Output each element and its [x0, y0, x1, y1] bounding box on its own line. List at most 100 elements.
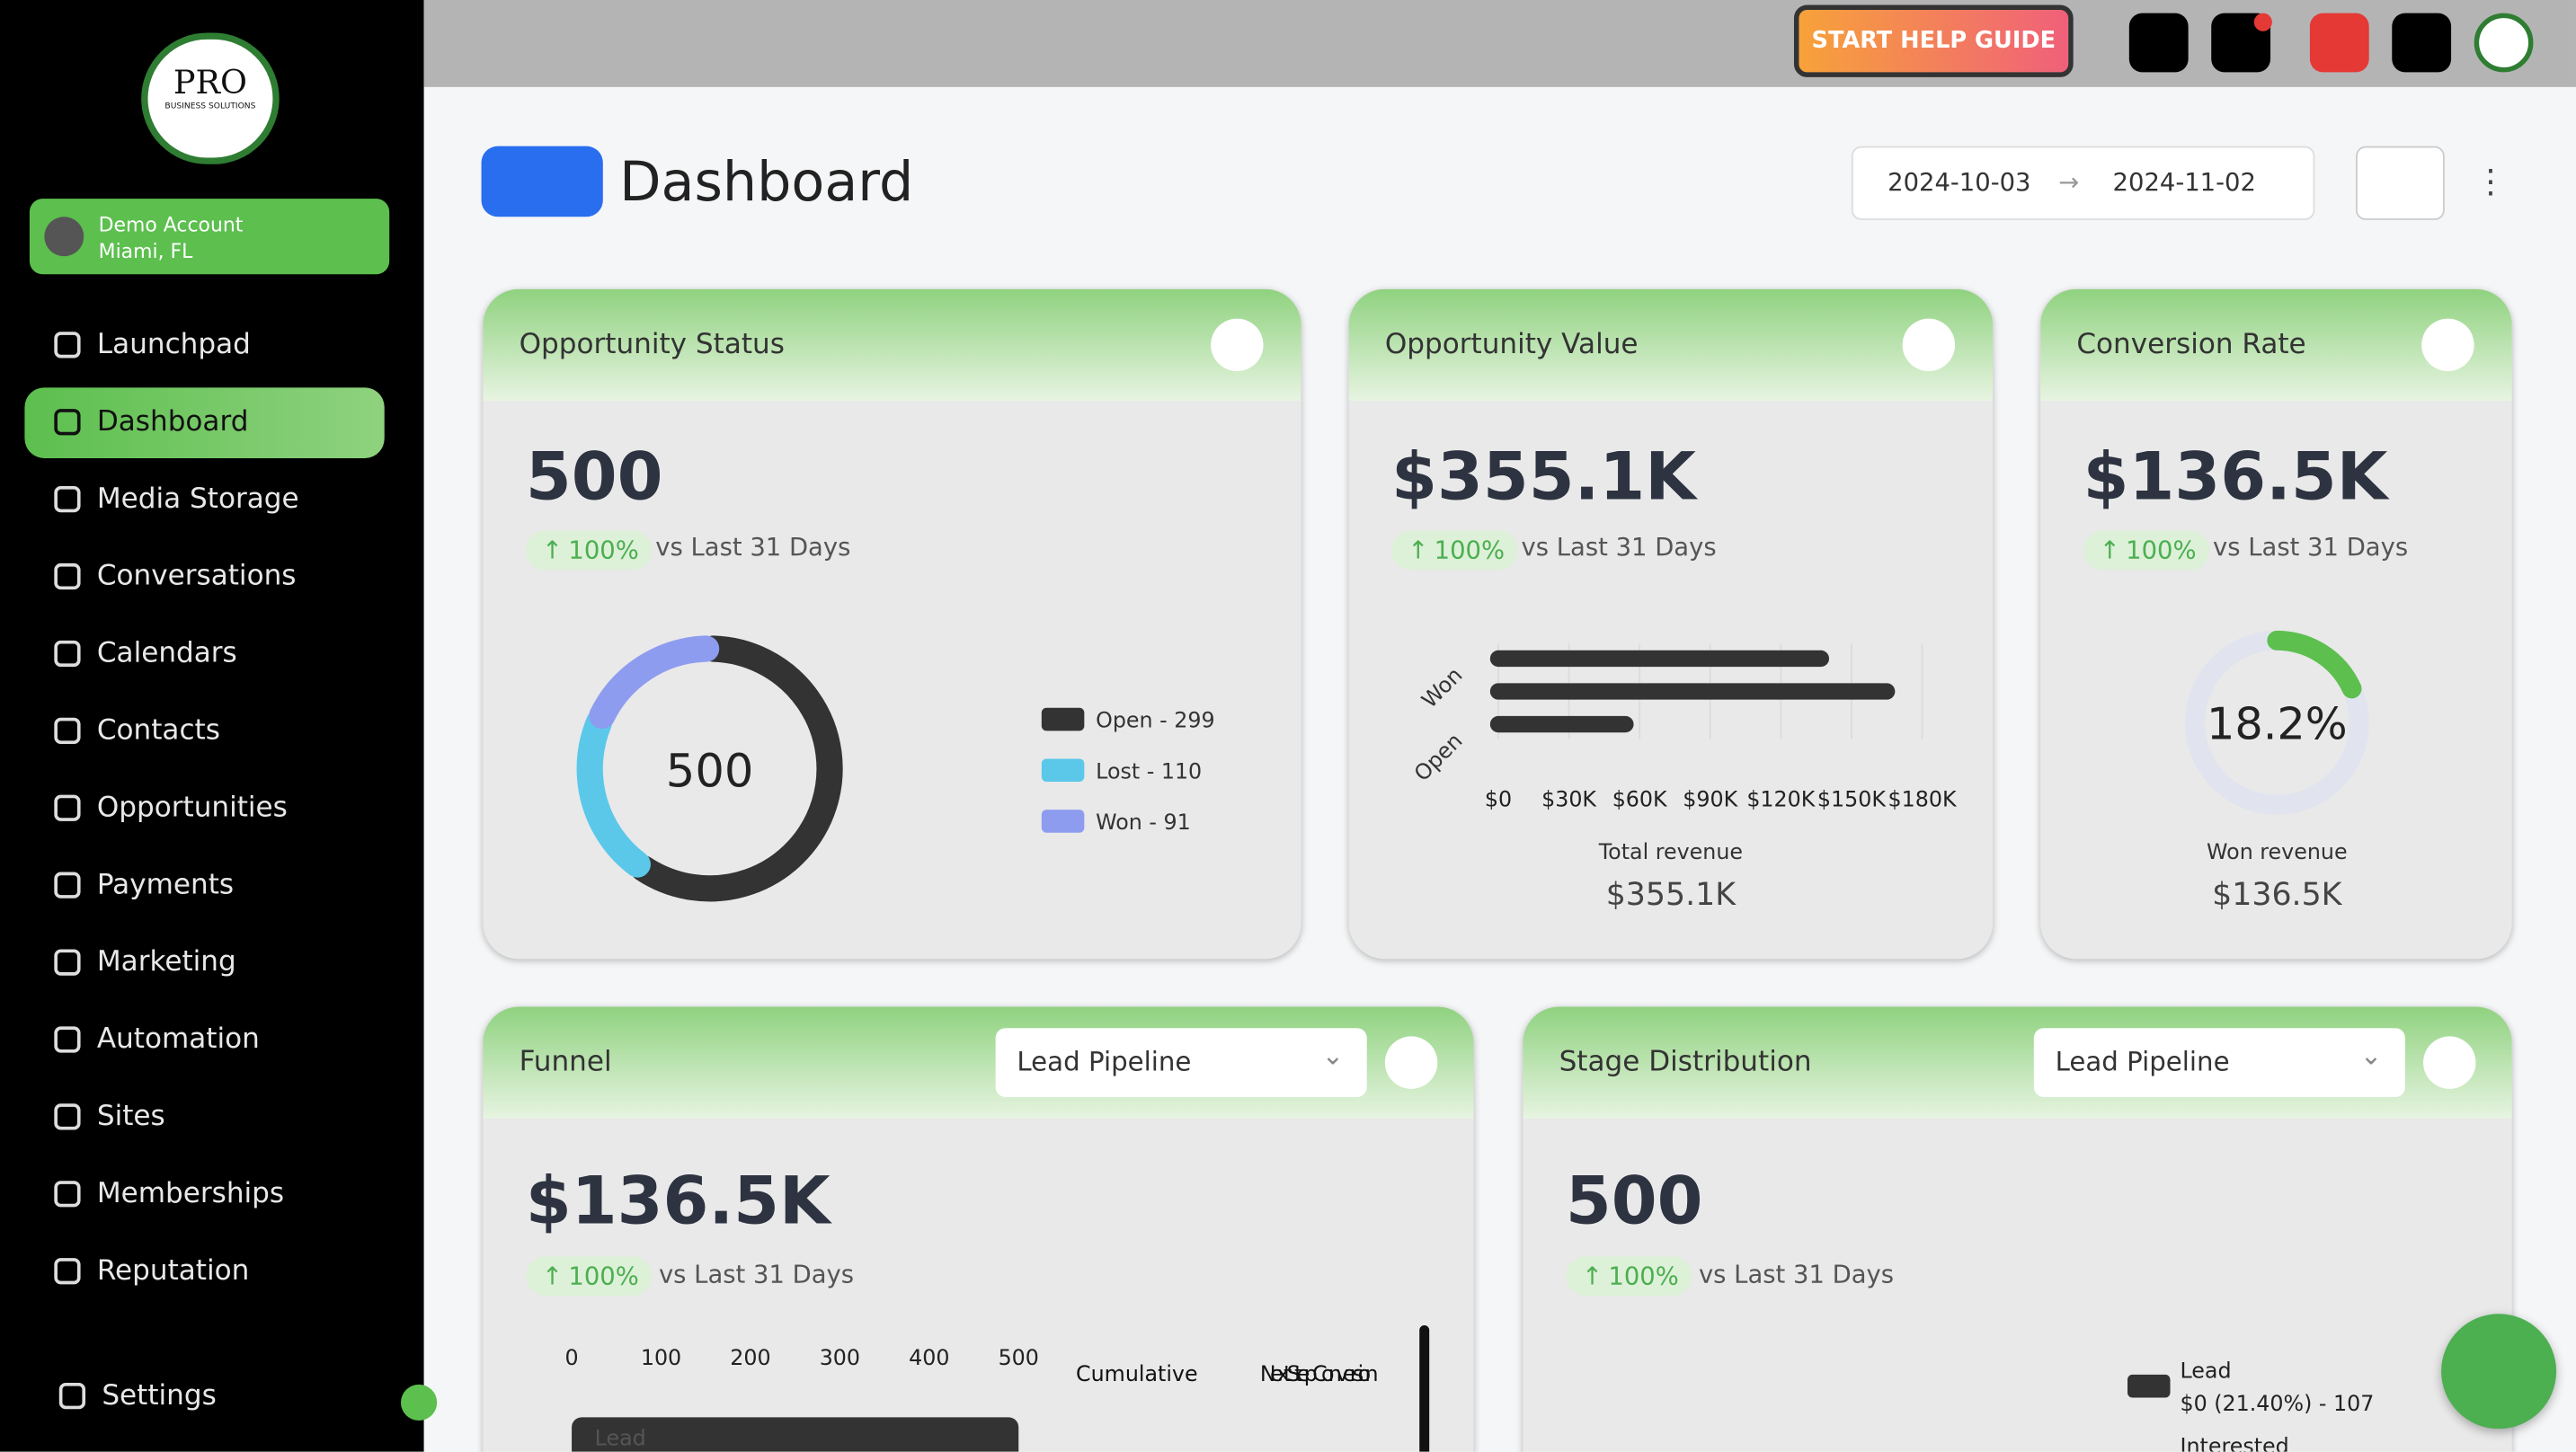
nav-label: Opportunities	[96, 791, 288, 825]
nav-item[interactable]: Contacts	[24, 696, 384, 767]
card-settings[interactable]	[1902, 318, 1956, 372]
page-title: Dashboard	[619, 149, 914, 214]
nav-item[interactable]: Reputation	[24, 1236, 384, 1307]
chat-button[interactable]	[2441, 1314, 2557, 1430]
legend-label: Interested	[2180, 1434, 2288, 1452]
stage-distribution-card: Stage Distribution Lead Pipeline 500 100%…	[1523, 1006, 2512, 1452]
legend-swatch	[1041, 810, 1085, 833]
legend-label: Lost - 110	[1096, 758, 1202, 784]
comparison: vs Last 31 Days	[655, 532, 851, 562]
nav-item[interactable]: Calendars	[24, 619, 384, 690]
nav-icon	[54, 1026, 81, 1053]
card-value: $136.5K	[2083, 439, 2388, 516]
nav-label: Media Storage	[96, 483, 299, 516]
logo-title: PRO	[173, 62, 247, 102]
legend-label: Lead	[2180, 1359, 2231, 1384]
pipeline-select[interactable]: Lead Pipeline	[2033, 1022, 2405, 1097]
comparison: vs Last 31 Days	[1521, 532, 1717, 562]
account-location: Miami, FL	[98, 239, 193, 263]
nav-icon	[54, 794, 81, 821]
card-settings[interactable]	[2423, 1036, 2476, 1089]
comparison: vs Last 31 Days	[658, 1259, 855, 1289]
layout-button[interactable]	[481, 146, 603, 217]
card-value: $136.5K	[525, 1164, 831, 1240]
nav-icon	[54, 717, 81, 744]
funnel-card: Funnel Lead Pipeline $136.5K 100% vs Last…	[483, 1006, 1474, 1452]
change-badge: 100%	[2083, 530, 2210, 571]
nav-label: Contacts	[96, 714, 220, 748]
nav-label: Settings	[102, 1379, 217, 1412]
funnel-bar	[572, 1417, 1019, 1452]
nav-item[interactable]: Conversations	[24, 542, 384, 613]
change-badge: 100%	[1391, 530, 1518, 571]
y-tick-label: Won	[1417, 662, 1467, 713]
account-avatar	[44, 217, 84, 257]
profile-button[interactable]	[2474, 13, 2534, 73]
legend-label: Won - 91	[1096, 810, 1191, 835]
edit-button[interactable]	[2356, 146, 2445, 220]
card-title: Funnel	[519, 1046, 612, 1079]
x-tick-label: 200	[730, 1345, 770, 1370]
x-tick-label: $150K	[1817, 786, 1887, 811]
card-value: 500	[525, 439, 663, 516]
nav-item[interactable]: Dashboard	[24, 387, 385, 458]
card-settings[interactable]	[1384, 1036, 1438, 1089]
help-guide-button[interactable]: START HELP GUIDE	[1793, 4, 2074, 77]
nav-item[interactable]: Memberships	[24, 1159, 384, 1230]
conversion-rate-card: Conversion Rate $136.5K 100% vs Last 31 …	[2040, 288, 2512, 960]
nav-icon	[54, 486, 81, 513]
nav-label: Conversations	[96, 560, 297, 593]
pipeline-select[interactable]: Lead Pipeline	[995, 1022, 1367, 1097]
donut-segment	[589, 635, 720, 730]
comparison: vs Last 31 Days	[1698, 1259, 1895, 1289]
nav-icon	[54, 949, 81, 976]
change-badge: 100%	[1565, 1256, 1692, 1297]
change-badge: 100%	[525, 530, 653, 571]
card-settings[interactable]	[2421, 318, 2474, 372]
date-range[interactable]: 2024-10-03 → 2024-11-02	[1851, 146, 2315, 220]
account-name: Demo Account	[98, 213, 244, 237]
account-switcher[interactable]: Demo Account Miami, FL	[29, 199, 390, 275]
notification-dot	[2253, 13, 2272, 31]
x-tick-label: $0	[1485, 786, 1512, 811]
nav-item[interactable]: Media Storage	[24, 465, 384, 536]
help-button[interactable]	[2392, 13, 2452, 73]
nav-item[interactable]: Marketing	[24, 928, 384, 999]
ring-value	[2267, 630, 2362, 699]
card-header: Funnel Lead Pipeline	[483, 1006, 1474, 1119]
phone-button[interactable]	[2128, 13, 2189, 73]
x-tick-label: $30K	[1541, 786, 1597, 811]
x-tick-label: 300	[820, 1345, 860, 1370]
nav-label: Dashboard	[96, 405, 249, 439]
nav-icon	[54, 872, 81, 899]
funnel-label: Lead	[595, 1425, 646, 1450]
nav-item[interactable]: Opportunities	[24, 774, 384, 845]
nav-settings[interactable]: Settings	[30, 1361, 389, 1432]
nav-item[interactable]: Automation	[24, 1005, 384, 1076]
end-date: 2024-11-02	[2112, 167, 2256, 198]
more-button[interactable]: ⋮	[2474, 161, 2508, 200]
nav-label: Reputation	[96, 1254, 250, 1288]
collapse-button[interactable]	[400, 1384, 438, 1421]
legend-swatch	[1041, 707, 1085, 731]
date-arrow: →	[2058, 167, 2080, 198]
start-date: 2024-10-03	[1888, 167, 2031, 198]
x-tick-label: $90K	[1683, 786, 1738, 811]
alerts-button[interactable]	[2309, 13, 2369, 73]
topbar: START HELP GUIDE	[423, 0, 2576, 87]
footer-value: $136.5K	[2212, 877, 2342, 914]
x-tick-label: $60K	[1612, 786, 1668, 811]
change-badge: 100%	[525, 1256, 653, 1297]
sidebar: PRO BUSINESS SOLUTIONS Demo Account Miam…	[0, 0, 438, 1452]
card-title: Stage Distribution	[1559, 1046, 1812, 1079]
donut-segment	[576, 709, 651, 878]
nav-item[interactable]: Payments	[24, 851, 384, 922]
card-settings[interactable]	[1211, 318, 1264, 372]
nav-item[interactable]: Launchpad	[24, 310, 384, 381]
nav-label: Calendars	[96, 637, 237, 670]
card-header: Opportunity Status	[483, 288, 1301, 401]
y-tick-label: Open	[1409, 728, 1468, 786]
scroll-indicator	[1419, 1325, 1430, 1452]
nav-item[interactable]: Sites	[24, 1083, 384, 1154]
